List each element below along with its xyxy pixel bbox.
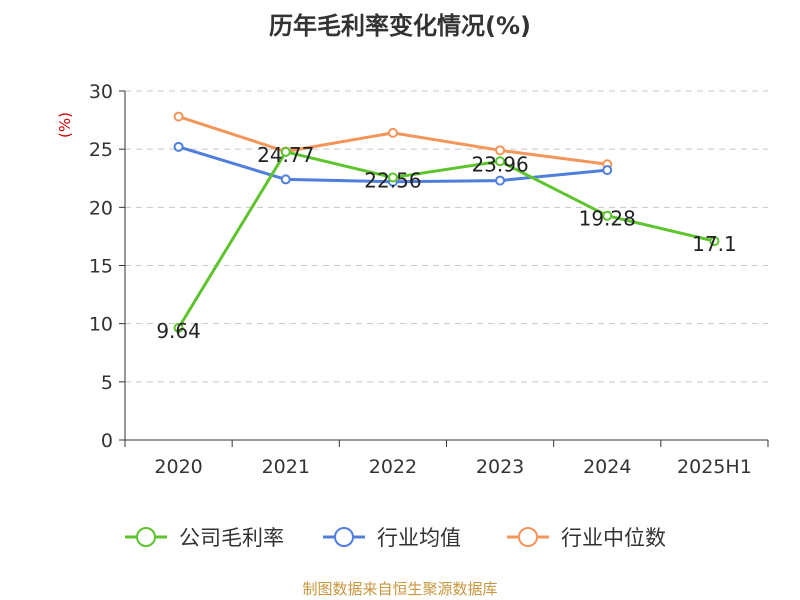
series-lines [173,111,720,333]
y-tick-label: 10 [89,314,113,336]
y-tick-label: 25 [89,139,113,161]
data-point [173,111,184,122]
data-point [495,156,506,167]
data-label: 19.28 [579,207,636,231]
legend-label: 行业均值 [377,526,461,550]
data-point [495,175,506,186]
y-tick-label: 5 [101,372,113,394]
data-point [387,172,398,183]
data-label: 9.64 [156,319,201,343]
data-point [173,141,184,152]
data-point [280,174,291,185]
legend-marker [136,527,156,547]
data-point [173,322,184,333]
y-tick-label: 0 [101,430,113,452]
x-tick-label: 2021 [262,456,310,478]
legend-marker [518,527,538,547]
data-point [280,146,291,157]
data-point [387,127,398,138]
x-tick-label: 2024 [583,456,631,478]
y-tick-label: 20 [89,197,113,219]
data-point [602,210,613,221]
x-tick-label: 2025H1 [677,456,752,478]
data-point [709,236,720,247]
chart-title: 历年毛利率变化情况(%) [269,12,531,40]
y-axis-label: (%) [56,112,74,138]
data-label: 22.56 [364,169,421,193]
data-label: 23.96 [471,152,528,176]
y-tick-label: 15 [89,256,113,278]
data-point [602,165,613,176]
x-tick-label: 2022 [369,456,417,478]
x-tick-label: 2020 [154,456,202,478]
series-line [178,115,608,166]
data-labels: 9.64 24.77 22.56 23.96 19.28 17.1 [156,143,736,343]
source-note: 制图数据来自恒生聚源数据库 [302,580,498,598]
legend-label: 行业中位数 [561,526,666,550]
y-tick-label: 30 [89,81,113,103]
x-tick-label: 2023 [476,456,524,478]
data-label: 24.77 [257,143,314,167]
series-line [177,150,715,329]
legend-label: 公司毛利率 [179,526,284,550]
legend-marker [334,527,354,547]
grid-lines [125,90,768,383]
data-point [495,145,506,156]
data-label: 17.1 [692,232,737,256]
axes: 0 5 10 15 20 25 30 (%) 2020 2021 2022 2023 2024 2025H… [56,81,769,478]
legend: 公司毛利率 行业均值 行业中位数 [125,526,666,550]
